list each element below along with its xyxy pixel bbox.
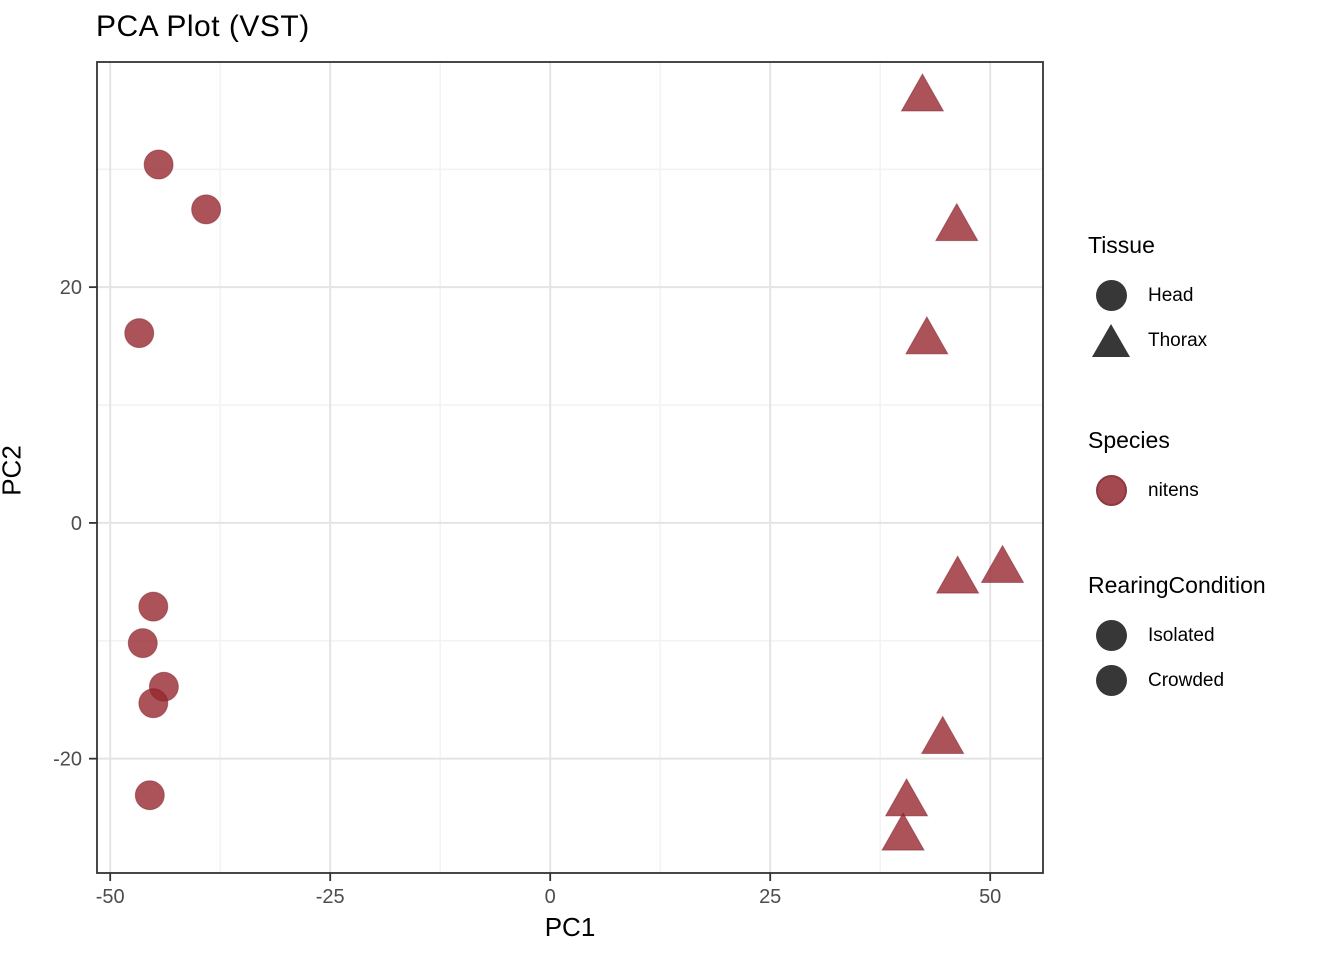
data-point-head [134, 780, 165, 811]
x-tick-label: -25 [316, 886, 345, 908]
y-tick-label: 0 [71, 513, 82, 535]
legend-title-species: Species [1088, 427, 1170, 453]
y-tick-label: 20 [60, 277, 82, 299]
data-point-thorax [934, 202, 979, 242]
legend-key [1088, 665, 1134, 696]
data-point-thorax [904, 315, 949, 355]
x-axis-title: PC1 [544, 912, 596, 942]
legend-group-rearing-condition: RearingCondition Isolated Crowded [1088, 572, 1266, 703]
legend-title-rearing-condition: RearingCondition [1088, 572, 1266, 598]
legend-item-head: Head [1088, 273, 1207, 318]
data-point-head [124, 318, 155, 349]
legend-group-species: Species nitens [1088, 427, 1199, 513]
legend-key [1088, 324, 1134, 357]
triangle-marker-icon [1092, 324, 1130, 357]
data-point-thorax [900, 72, 945, 112]
data-point-thorax [980, 544, 1025, 584]
data-point-head [138, 591, 169, 622]
y-axis-title: PC2 [0, 445, 27, 496]
plot-title: PCA Plot (VST) [96, 10, 310, 43]
legend-group-tissue: Tissue Head Thorax [1088, 232, 1207, 363]
y-tick-label: -20 [53, 749, 82, 771]
x-tick-label: 50 [979, 886, 1001, 908]
legend-key [1088, 620, 1134, 651]
legend-item-label: Head [1148, 284, 1194, 306]
legend-key [1088, 280, 1134, 311]
x-tick-label: 25 [759, 886, 781, 908]
legend-item-crowded: Crowded [1088, 658, 1266, 703]
panel-border [96, 61, 1044, 874]
data-point-head [127, 628, 158, 659]
x-tick-label: 0 [545, 886, 556, 908]
legend-title-tissue: Tissue [1088, 232, 1155, 258]
circle-marker-icon [1095, 620, 1127, 651]
legend-key [1088, 475, 1134, 506]
legend-item-label: Thorax [1148, 329, 1208, 351]
legend-item-label: nitens [1148, 479, 1199, 501]
legend-item-thorax: Thorax [1088, 318, 1207, 363]
data-point-head [138, 688, 169, 719]
data-point-thorax [881, 812, 925, 851]
x-tick-label: -50 [96, 886, 125, 908]
plot-panel [97, 62, 1043, 873]
legend-item-nitens: nitens [1088, 468, 1199, 513]
circle-marker-icon [1095, 280, 1127, 311]
data-point-thorax [935, 555, 980, 594]
data-point-head [143, 149, 174, 180]
data-point-thorax [884, 777, 929, 817]
legend-item-label: Crowded [1148, 669, 1225, 691]
circle-marker-icon [1095, 475, 1127, 506]
data-point-head [191, 194, 222, 225]
circle-marker-icon [1095, 665, 1127, 696]
data-point-thorax [920, 715, 965, 754]
legend-item-isolated: Isolated [1088, 613, 1266, 658]
legend-item-label: Isolated [1148, 624, 1215, 646]
